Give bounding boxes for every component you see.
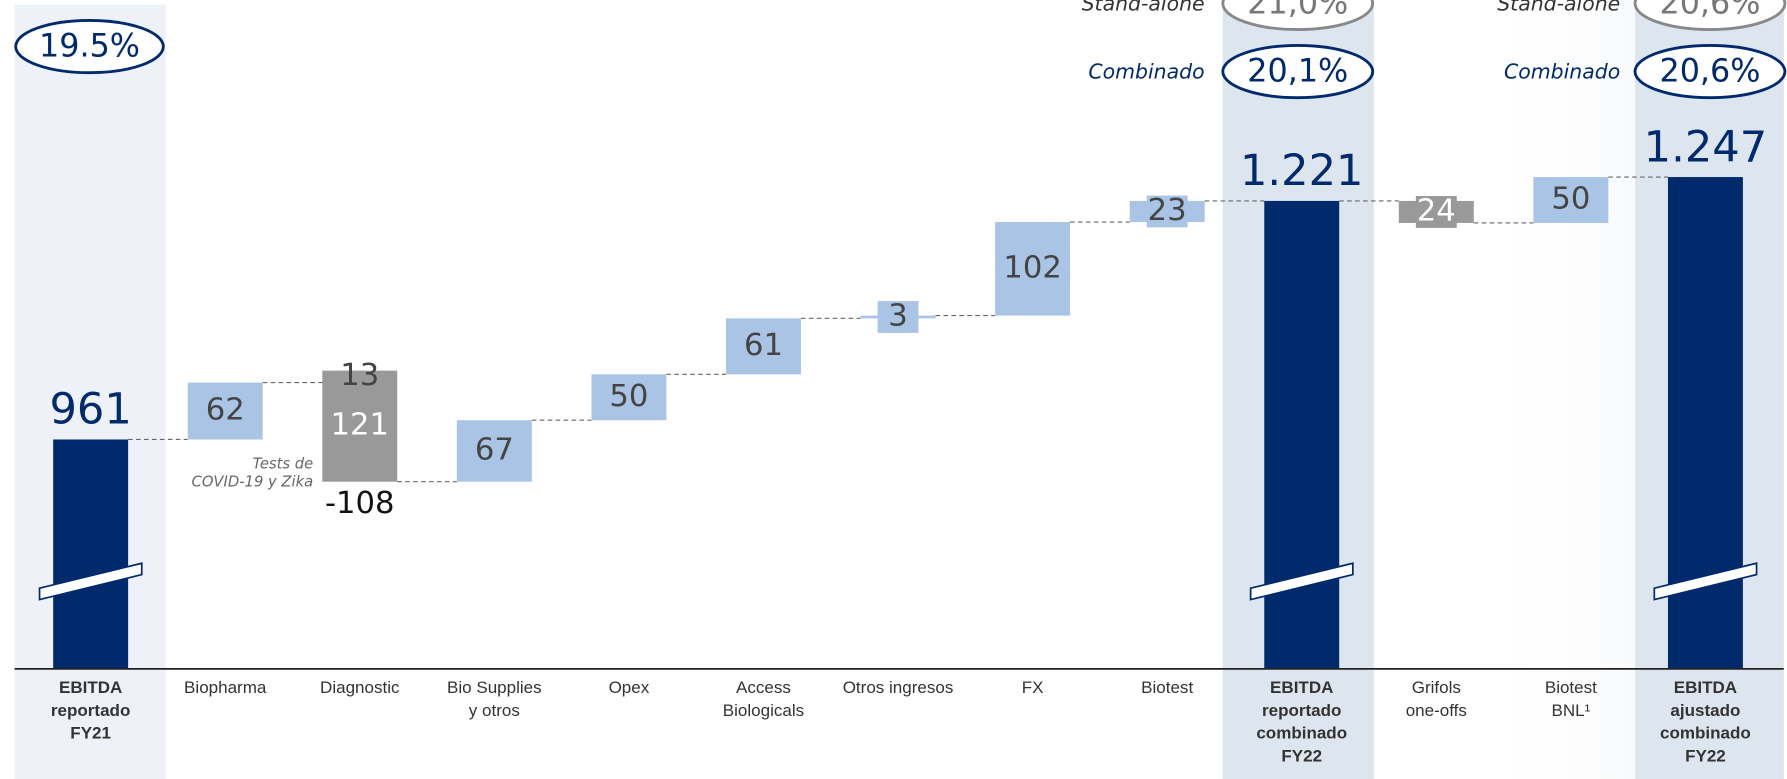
annotation: Tests de: [253, 455, 314, 472]
margin-value: 20,6%: [1659, 53, 1760, 90]
bar-group: [322, 370, 398, 482]
margin-badge: [14, 19, 165, 75]
bar: [187, 382, 263, 440]
bar: [726, 318, 801, 375]
value-label: 50: [609, 379, 648, 414]
value-label: 62: [206, 393, 245, 428]
axis-break: [38, 562, 143, 601]
value-label: -108: [325, 486, 395, 521]
bar: [1264, 200, 1340, 669]
label-box: [1146, 195, 1188, 228]
margin-value: 21,0%: [1247, 0, 1348, 22]
value-label: 1.247: [1644, 122, 1768, 172]
value-label: 13: [340, 358, 379, 393]
margin-label: Combinado: [1504, 60, 1620, 84]
x-tick-label: FX: [1022, 678, 1044, 697]
margin-label: Stand-alone: [1082, 0, 1205, 16]
x-tick-label: Biotest BNL¹: [1545, 678, 1597, 720]
margin-label: Combinado: [1088, 60, 1204, 84]
bar: [995, 222, 1071, 316]
value-label: 1.221: [1240, 146, 1364, 196]
bar: [53, 439, 129, 669]
x-tick-label: Grifols one-offs: [1406, 678, 1467, 720]
margin-value: 20,6%: [1659, 0, 1760, 22]
value-label: 23: [1148, 193, 1187, 228]
bar: [456, 420, 532, 482]
marks: [38, 176, 1758, 669]
x-tick-label: Bio Supplies y otros: [447, 678, 542, 720]
value-label: 24: [1417, 193, 1456, 228]
margin-badge: [1221, 44, 1375, 100]
x-tick-label: Otros ingresos: [843, 678, 954, 697]
bar-segment: [322, 370, 398, 482]
value-label: 961: [49, 385, 131, 435]
x-tick-label: EBITDA ajustado combinado FY22: [1660, 678, 1751, 765]
label-box: [877, 301, 919, 333]
margin-label: Stand-alone: [1497, 0, 1620, 16]
value-label: 61: [744, 328, 783, 363]
margin-badge: [1633, 0, 1787, 31]
value-label: 102: [1003, 250, 1062, 285]
label-box: [1415, 196, 1457, 228]
bar: [1533, 177, 1609, 223]
x-tick-label: Diagnostic: [320, 678, 400, 697]
margin-value: 19.5%: [39, 28, 140, 65]
axis-break: [1653, 562, 1758, 601]
value-label: 67: [475, 432, 514, 467]
value-label: 3: [888, 298, 908, 333]
value-label: 121: [331, 408, 390, 443]
value-label: 50: [1551, 182, 1590, 217]
margin-badge: [1633, 44, 1787, 100]
axis-break: [1249, 562, 1354, 601]
bar: [1667, 177, 1743, 669]
x-tick-label: Opex: [609, 678, 650, 697]
margin-value: 20,1%: [1247, 53, 1348, 90]
bar: [591, 374, 667, 421]
x-tick-label: Access Biologicals: [723, 678, 804, 720]
x-tick-label: Biopharma: [184, 678, 267, 697]
x-tick-label: EBITDA reportado combinado FY22: [1256, 678, 1347, 765]
x-tick-label: EBITDA reportado FY21: [51, 678, 130, 742]
annotation: COVID-19 y Zika: [192, 474, 314, 491]
margin-badge: [1221, 0, 1375, 31]
x-tick-label: Biotest: [1141, 678, 1193, 697]
